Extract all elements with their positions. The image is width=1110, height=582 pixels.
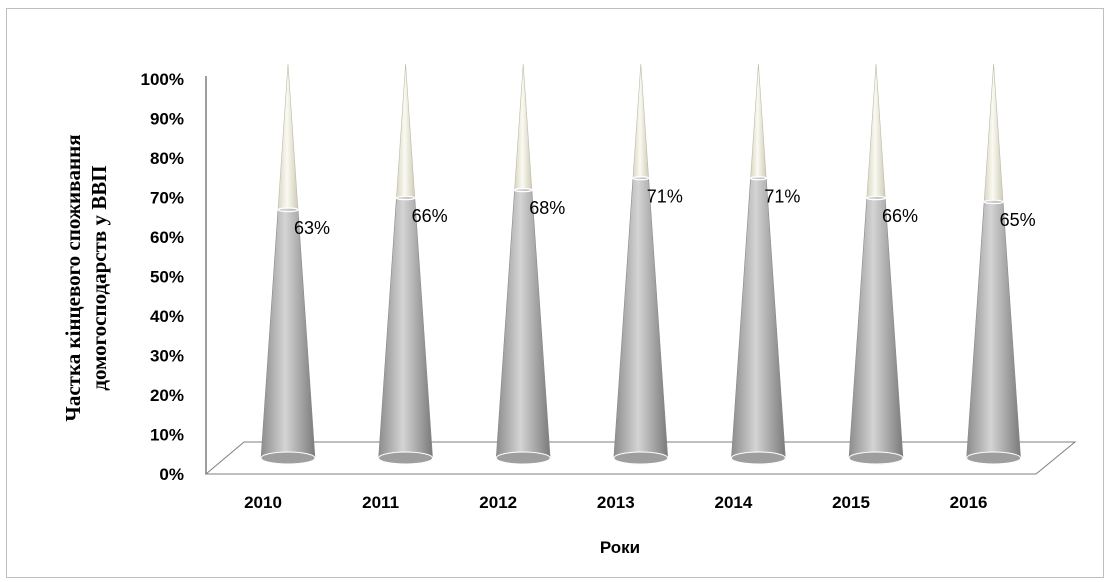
cone-top [983, 63, 1004, 203]
y-tick-label: 90% [150, 110, 184, 129]
cone-bar [260, 207, 316, 465]
cone-bar [966, 199, 1021, 465]
y-tick-label: 70% [150, 189, 184, 208]
cone-base [495, 451, 551, 465]
y-tick-labels: 0% 10% 20% 30% 40% 50% 60% 70% 80% 90% 100% [141, 70, 184, 484]
cone-top [632, 63, 649, 179]
y-tick-label: 80% [150, 149, 184, 168]
y-tick-label: 20% [150, 386, 184, 405]
data-label: 68% [529, 198, 565, 218]
cone-level-ring [749, 176, 767, 181]
y-tick-label: 40% [150, 307, 184, 326]
data-label: 66% [882, 206, 918, 226]
data-label: 71% [647, 186, 683, 206]
cone-2011 [378, 63, 434, 465]
y-tick-label: 50% [150, 268, 184, 287]
cone-base [613, 451, 669, 465]
cone-level-ring [395, 195, 416, 201]
y-axis-title-line-2: домогосподарств у ВВП [87, 165, 111, 390]
y-tick-label: 10% [150, 426, 184, 445]
cone-base [848, 451, 904, 465]
cone-base [966, 451, 1022, 465]
cone-bar [731, 176, 786, 465]
y-tick-label: 30% [150, 347, 184, 366]
cone-top [396, 63, 416, 199]
cone-2016 [966, 63, 1022, 465]
y-tick-label: 0% [159, 465, 184, 484]
x-tick-label: 2016 [950, 493, 988, 512]
data-labels: 63% 66% 68% 71% 71% 66% 65% [294, 186, 1036, 238]
cone-top [514, 63, 533, 191]
cone-level-ring [632, 176, 650, 181]
x-axis-title: Роки [600, 538, 640, 557]
cone-bar [848, 196, 904, 465]
x-tick-label: 2015 [832, 493, 870, 512]
cone-base [260, 451, 316, 465]
y-tick-label: 60% [150, 228, 184, 247]
x-tick-labels: 2010 2011 2012 2013 2014 2015 2016 [244, 493, 987, 512]
y-axis-title: Частка кінцевого споживання домогосподар… [61, 134, 111, 421]
y-axis-title-line-1: Частка кінцевого споживання [61, 134, 85, 421]
cone-2013 [613, 63, 669, 465]
cone-base [730, 451, 786, 465]
y-tick-label: 100% [141, 70, 184, 89]
data-label: 63% [294, 218, 330, 238]
cone-2012 [495, 63, 551, 465]
cone-2015 [848, 63, 904, 465]
x-tick-label: 2013 [597, 493, 635, 512]
cone-2014 [730, 63, 786, 465]
cone-top [277, 63, 299, 211]
cone-bar [495, 188, 551, 465]
chart-frame [6, 8, 1104, 578]
x-tick-label: 2010 [244, 493, 282, 512]
cone-bar [613, 176, 669, 465]
cone-level-ring [277, 207, 299, 213]
x-tick-label: 2011 [362, 493, 399, 512]
cone-2010 [260, 63, 316, 465]
x-tick-label: 2012 [479, 493, 517, 512]
cone-top [866, 63, 886, 199]
cone-level-ring [513, 187, 533, 193]
cone-level-ring [983, 199, 1004, 205]
cone-bar [378, 196, 433, 465]
x-tick-label: 2014 [714, 493, 752, 512]
data-label: 71% [764, 186, 800, 206]
cone-base [378, 451, 434, 465]
cone-level-ring [866, 195, 886, 201]
data-label: 66% [412, 206, 448, 226]
cones [260, 63, 1022, 465]
data-label: 65% [1000, 210, 1036, 230]
cone-top [750, 63, 767, 179]
